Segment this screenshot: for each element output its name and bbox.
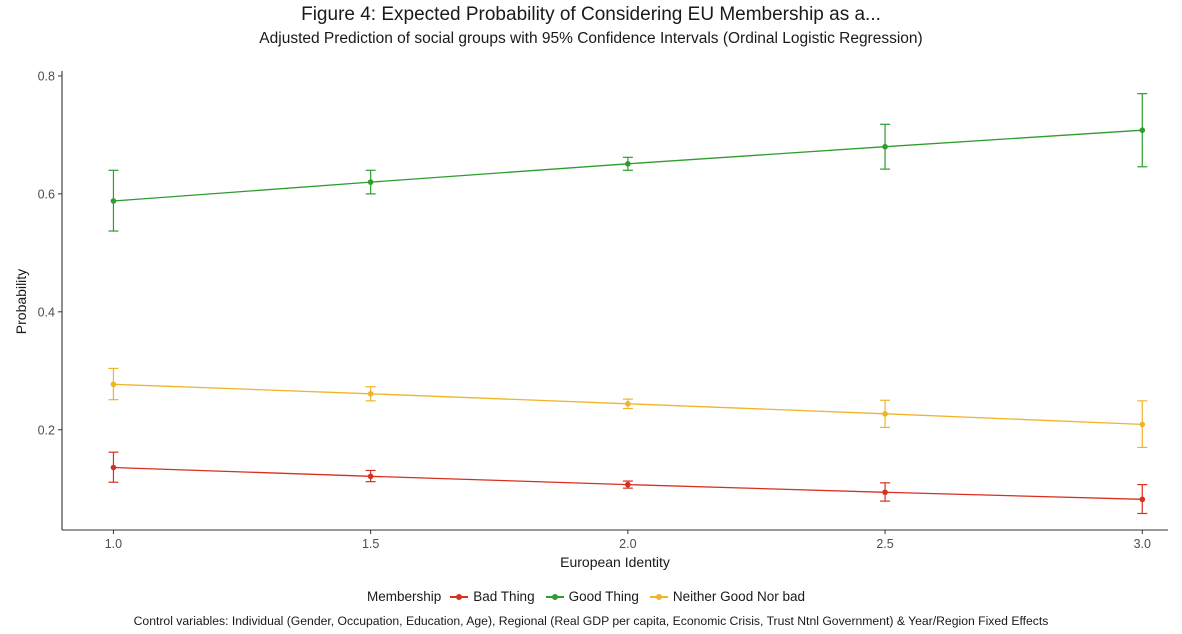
data-point <box>882 411 888 417</box>
data-point <box>367 179 374 185</box>
data-point <box>367 390 374 397</box>
series-good-thing <box>108 93 1148 232</box>
legend-label-bad-thing: Bad Thing <box>473 589 535 604</box>
data-point <box>110 198 117 204</box>
x-tick-label: 2.0 <box>619 537 636 551</box>
data-point <box>1139 496 1146 503</box>
legend-key-neither <box>649 590 669 604</box>
data-point <box>110 381 117 388</box>
x-tick-label: 1.5 <box>362 537 379 551</box>
data-point <box>1139 127 1146 133</box>
y-tick-label: 0.2 <box>38 423 55 437</box>
series-bad-thing <box>108 451 1148 515</box>
x-tick-label: 1.0 <box>105 537 122 551</box>
y-tick-label: 0.4 <box>38 305 55 319</box>
legend-label-neither: Neither Good Nor bad <box>672 589 805 604</box>
y-tick-label: 0.6 <box>38 187 55 201</box>
data-point <box>1139 421 1146 428</box>
series-layer <box>108 93 1148 515</box>
legend-item-neither: Neither Good Nor bad <box>649 589 805 604</box>
x-axis-title: European Identity <box>560 554 670 570</box>
data-point <box>367 473 374 480</box>
probability-line-chart: 0.2 0.4 0.6 0.8 1.0 1.5 2.0 2.5 3.0 European Ide… <box>13 69 1168 570</box>
legend: Membership Bad Thing Good Thing Neither … <box>0 589 1182 604</box>
x-tick-label: 3.0 <box>1134 537 1151 551</box>
legend-label-good-thing: Good Thing <box>568 589 639 604</box>
data-point <box>625 161 631 167</box>
legend-key-bad-thing <box>449 590 469 604</box>
chart-title: Figure 4: Expected Probability of Consid… <box>301 4 881 25</box>
data-point <box>625 481 631 488</box>
series-neither-good-nor-bad <box>108 367 1148 449</box>
control-variables-caption: Control variables: Individual (Gender, O… <box>133 614 1049 628</box>
legend-key-good-thing <box>545 590 565 604</box>
y-tick-label: 0.8 <box>38 69 55 83</box>
axes: 0.2 0.4 0.6 0.8 1.0 1.5 2.0 2.5 3.0 <box>38 69 1168 551</box>
data-point <box>882 489 888 496</box>
data-point <box>625 401 631 407</box>
data-point <box>882 143 888 150</box>
data-point <box>110 464 117 471</box>
chart-subtitle: Adjusted Prediction of social groups wit… <box>259 30 923 47</box>
x-tick-label: 2.5 <box>876 537 893 551</box>
legend-item-bad-thing: Bad Thing <box>449 589 535 604</box>
legend-item-good-thing: Good Thing <box>545 589 639 604</box>
legend-title: Membership <box>367 589 442 604</box>
y-axis-title: Probability <box>13 269 29 334</box>
